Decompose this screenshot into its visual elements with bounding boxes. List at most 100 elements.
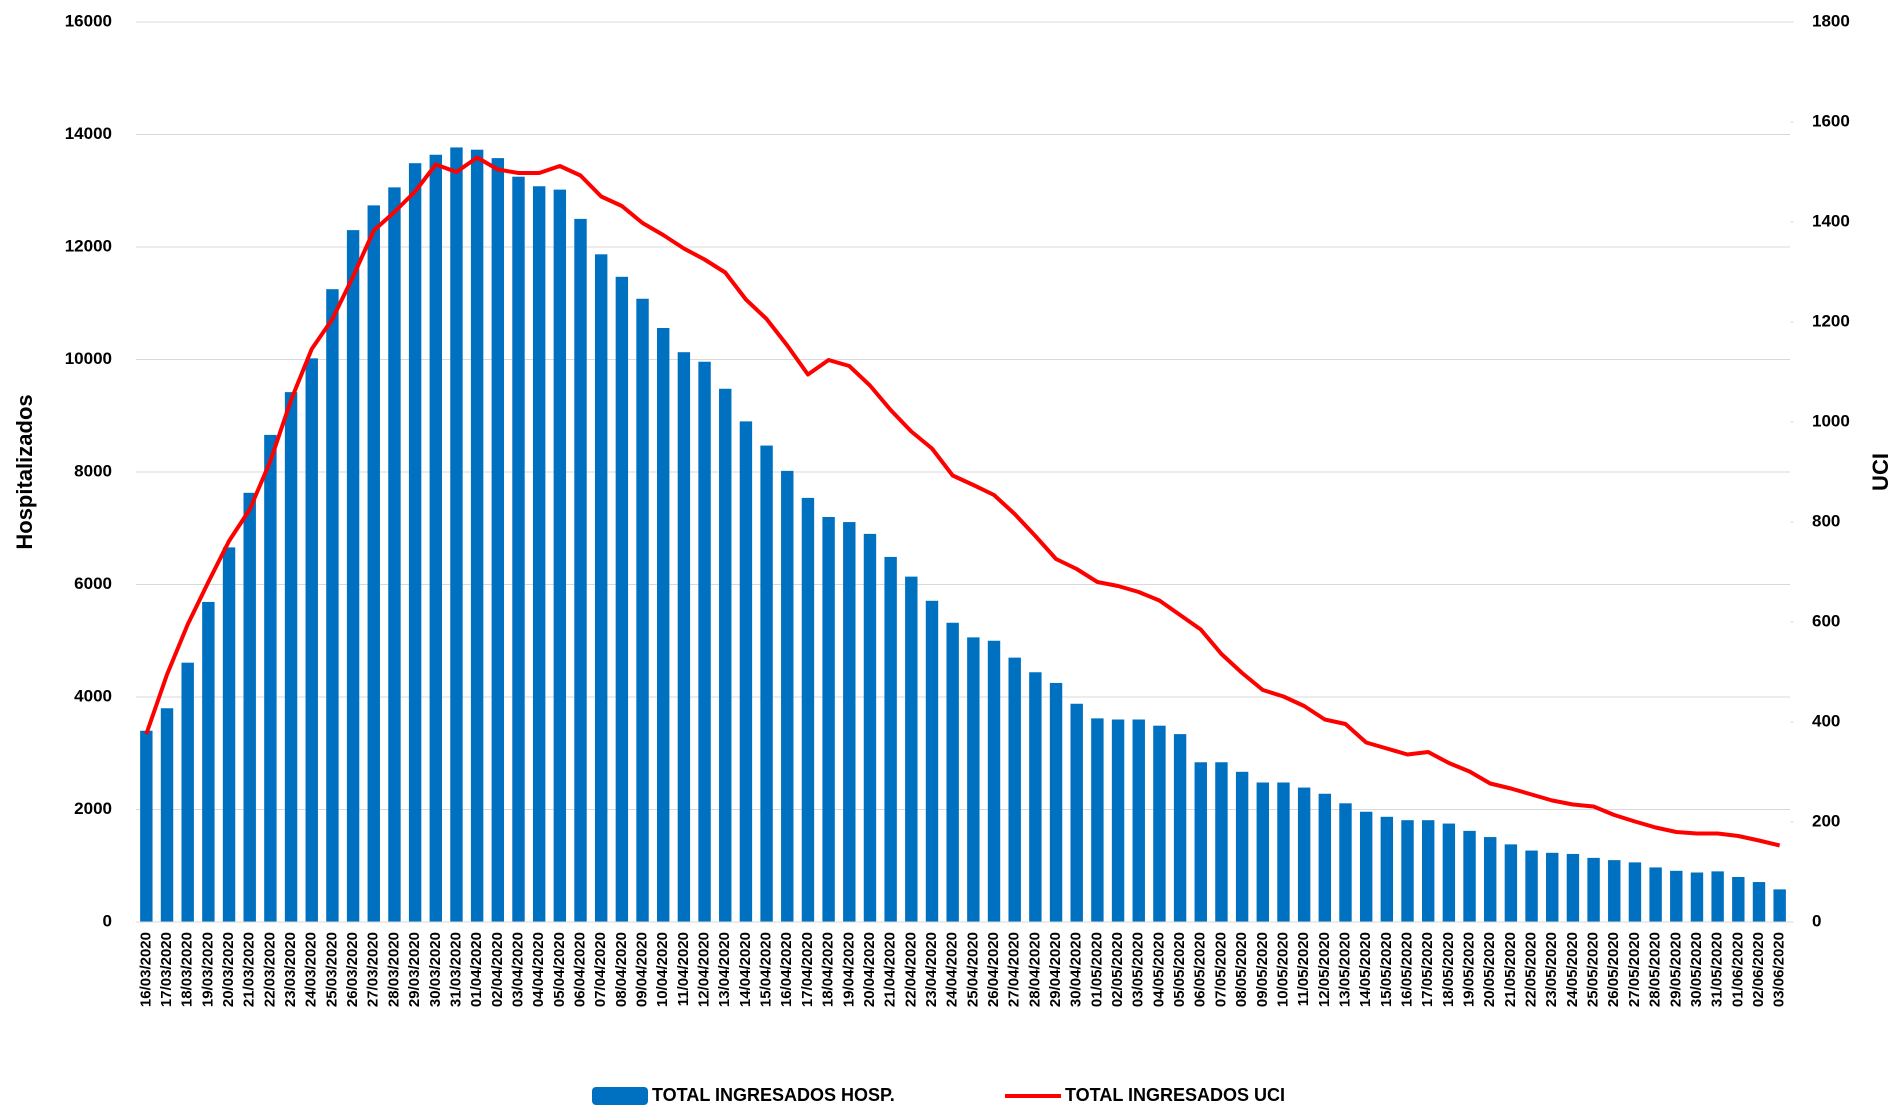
x-tick-label: 16/03/2020	[137, 932, 154, 1007]
x-tick-label: 19/05/2020	[1461, 932, 1478, 1007]
bar	[987, 640, 1001, 922]
bar	[1442, 823, 1456, 922]
x-tick-label: 16/04/2020	[778, 932, 795, 1007]
y2-tick-label: 1600	[1812, 111, 1850, 130]
bar	[1256, 782, 1269, 922]
bar	[1752, 882, 1766, 922]
bar	[863, 533, 877, 922]
bar	[657, 328, 670, 922]
bar	[553, 189, 567, 922]
bar	[367, 205, 380, 922]
y2-tick-label: 1800	[1812, 11, 1850, 30]
x-tick-label: 15/04/2020	[758, 932, 775, 1007]
bar	[222, 547, 236, 922]
x-tick-label: 08/04/2020	[613, 932, 630, 1007]
bar	[1711, 871, 1724, 922]
x-tick-label: 24/03/2020	[303, 932, 320, 1007]
bar	[243, 492, 256, 922]
x-tick-label: 06/05/2020	[1192, 932, 1209, 1007]
bar	[1029, 672, 1042, 922]
bar	[1132, 719, 1145, 922]
x-tick-label: 27/05/2020	[1626, 932, 1643, 1007]
x-tick-label: 21/04/2020	[882, 932, 899, 1007]
x-tick-label: 01/04/2020	[468, 932, 485, 1007]
x-tick-label: 24/04/2020	[944, 932, 961, 1007]
x-tick-label: 05/04/2020	[551, 932, 568, 1007]
x-tick-label: 19/03/2020	[199, 932, 216, 1007]
bar	[491, 158, 505, 922]
bar	[698, 361, 711, 922]
x-tick-label: 26/03/2020	[344, 932, 361, 1007]
x-tick-label: 07/04/2020	[592, 932, 609, 1007]
x-tick-label: 25/05/2020	[1585, 932, 1602, 1007]
x-tick-label: 09/05/2020	[1254, 932, 1271, 1007]
bar	[615, 276, 629, 922]
bar	[1111, 719, 1125, 922]
bar	[1380, 816, 1394, 922]
y-axis-title: Hospitalizados	[12, 394, 37, 549]
bar	[1566, 853, 1580, 922]
bar	[1173, 734, 1187, 922]
y-tick-label: 6000	[74, 574, 112, 593]
x-tick-label: 16/05/2020	[1398, 932, 1415, 1007]
x-tick-label: 19/04/2020	[840, 932, 857, 1007]
legend-label: TOTAL INGRESADOS HOSP.	[652, 1085, 895, 1105]
bar	[1732, 877, 1745, 922]
y2-tick-label: 400	[1812, 711, 1840, 730]
x-tick-label: 09/04/2020	[634, 932, 651, 1007]
x-tick-label: 04/04/2020	[530, 932, 547, 1007]
bar	[181, 662, 194, 922]
y2-tick-label: 1000	[1812, 411, 1850, 430]
legend-label: TOTAL INGRESADOS UCI	[1065, 1085, 1285, 1105]
x-tick-label: 18/05/2020	[1440, 932, 1457, 1007]
x-tick-label: 13/05/2020	[1336, 932, 1353, 1007]
bar	[1401, 820, 1414, 922]
bar	[160, 708, 174, 922]
x-tick-label: 01/06/2020	[1729, 932, 1746, 1007]
x-tick-label: 21/05/2020	[1502, 932, 1519, 1007]
x-tick-label: 02/06/2020	[1750, 932, 1767, 1007]
bar	[1421, 820, 1435, 922]
line	[144, 155, 1781, 848]
y-tick-label: 4000	[74, 686, 112, 705]
bar	[719, 388, 732, 922]
x-tick-label: 12/04/2020	[696, 932, 713, 1007]
x-tick-label: 22/04/2020	[902, 932, 919, 1007]
bar	[429, 154, 442, 922]
x-tick-label: 30/05/2020	[1688, 932, 1705, 1007]
x-tick-label: 23/05/2020	[1543, 932, 1560, 1007]
x-tick-label: 27/04/2020	[1006, 932, 1023, 1007]
x-tick-label: 02/05/2020	[1109, 932, 1126, 1007]
x-tick-label: 23/03/2020	[282, 932, 299, 1007]
x-tick-label: 28/05/2020	[1647, 932, 1664, 1007]
bar	[1546, 852, 1559, 922]
bar	[1070, 703, 1083, 922]
bar	[305, 358, 318, 922]
x-tick-label: 28/03/2020	[385, 932, 402, 1007]
bar	[801, 497, 815, 922]
y2-tick-label: 1400	[1812, 211, 1850, 230]
x-tick-label: 31/03/2020	[447, 932, 464, 1007]
bar	[1628, 862, 1642, 922]
x-tick-label: 13/04/2020	[716, 932, 733, 1007]
bar	[574, 218, 587, 922]
x-tick-label: 23/04/2020	[923, 932, 940, 1007]
bar	[781, 470, 794, 922]
y-tick-label: 12000	[65, 236, 112, 255]
x-tick-label: 29/03/2020	[406, 932, 423, 1007]
bar	[1297, 787, 1311, 922]
bar	[1608, 860, 1621, 922]
bar	[1049, 682, 1063, 922]
x-tick-label: 15/05/2020	[1378, 932, 1395, 1007]
x-tick-label: 03/06/2020	[1771, 932, 1788, 1007]
bar	[822, 517, 835, 922]
bar	[1773, 889, 1786, 922]
bar	[264, 434, 277, 922]
bar	[905, 576, 918, 922]
x-tick-label: 17/05/2020	[1419, 932, 1436, 1007]
x-tick-label: 04/05/2020	[1150, 932, 1167, 1007]
x-tick-label: 22/05/2020	[1523, 932, 1540, 1007]
bar	[1359, 811, 1373, 922]
bar	[1690, 872, 1704, 922]
